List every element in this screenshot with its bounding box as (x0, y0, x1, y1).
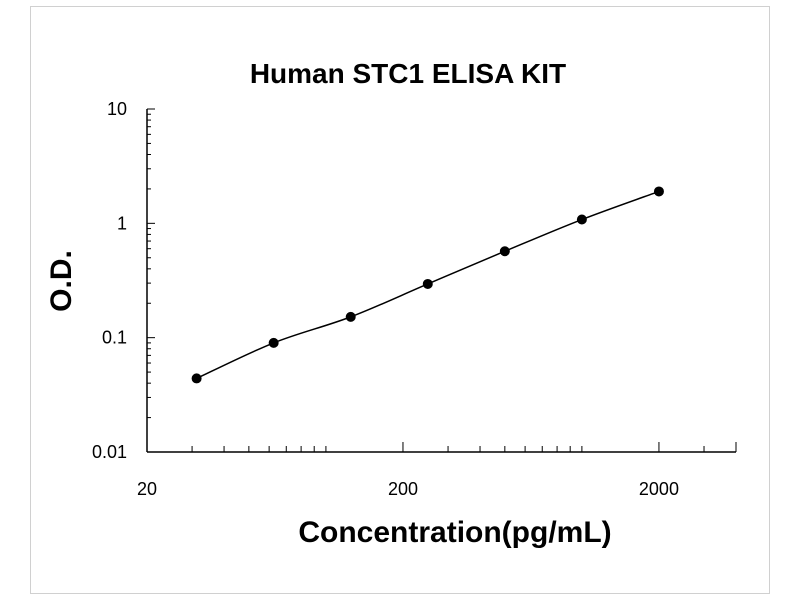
data-point (345, 311, 356, 322)
y-tick-label: 0.1 (102, 328, 127, 348)
x-tick-label: 2000 (639, 479, 679, 499)
x-tick-label: 200 (388, 479, 418, 499)
chart-frame (30, 6, 770, 594)
y-tick-label: 0.01 (92, 442, 127, 462)
data-point (191, 373, 202, 384)
data-point (576, 214, 587, 225)
axes (146, 109, 736, 453)
chart-title: Human STC1 ELISA KIT (250, 58, 566, 89)
data-point (653, 186, 664, 197)
data-point (499, 246, 510, 257)
data-point (268, 337, 279, 348)
data-point (422, 278, 433, 289)
y-tick-label: 1 (117, 213, 127, 233)
x-axis-label: Concentration(pg/mL) (298, 516, 611, 549)
ticks (146, 108, 737, 453)
data-points (191, 186, 664, 384)
y-axis-label: O.D. (45, 250, 78, 312)
tick-labels: 0.01 0.1 1 10 20 200 2000 (92, 99, 679, 499)
x-tick-label: 20 (137, 479, 157, 499)
y-tick-label: 10 (107, 99, 127, 119)
